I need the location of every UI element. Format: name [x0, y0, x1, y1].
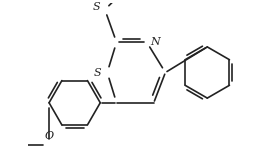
Text: S: S	[93, 67, 101, 78]
Text: O: O	[45, 131, 54, 141]
Text: N: N	[150, 37, 160, 47]
Text: S: S	[93, 2, 100, 12]
